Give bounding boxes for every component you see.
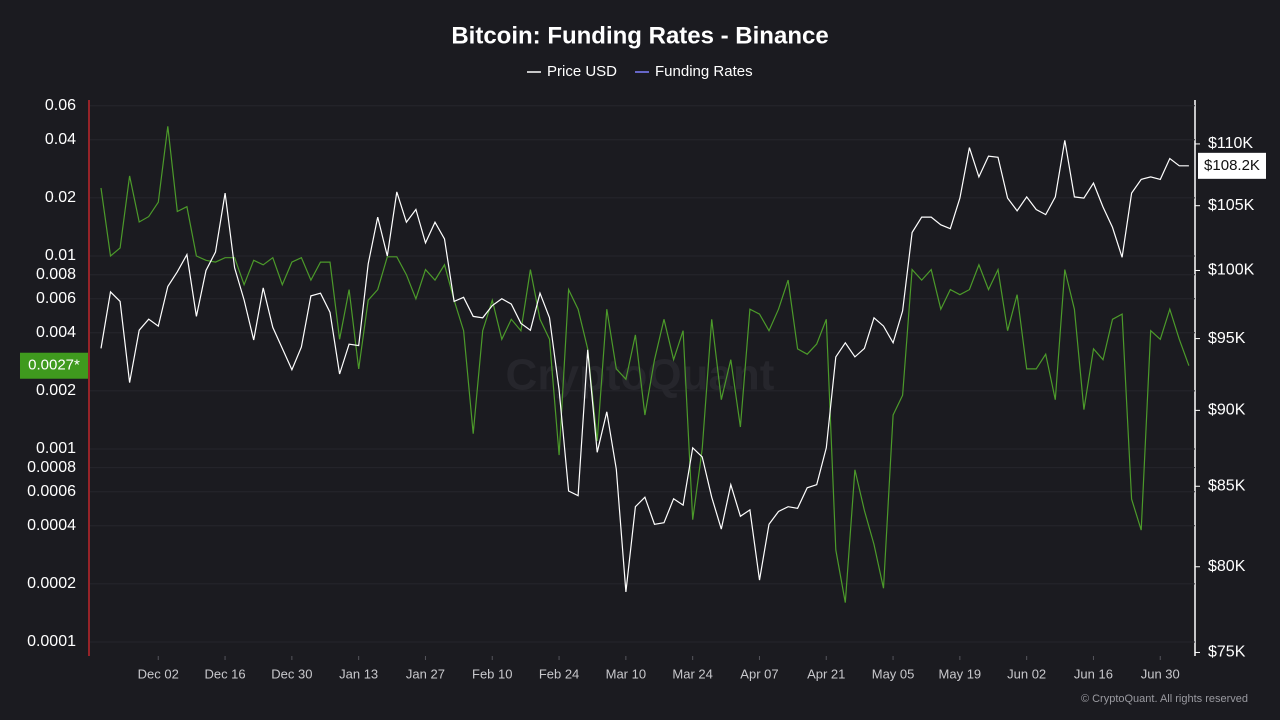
legend-label: Price USD [547,63,617,80]
x-tick-label: Apr 21 [807,666,845,681]
y2-tick-label: $100K [1208,262,1255,279]
series-line [100,126,1190,603]
y-tick-label: 0.002 [36,382,76,399]
y-tick-label: 0.0006 [27,483,76,500]
x-tick-label: Feb 10 [472,666,512,681]
y-tick-label: 0.004 [36,324,76,341]
x-tick-label: Mar 10 [606,666,646,681]
value-badge-label: 0.0027* [28,357,80,374]
y-tick-label: 0.0002 [27,575,76,592]
value-badge-label: $108.2K [1204,157,1260,174]
y-tick-label: 0.0001 [27,633,76,650]
legend-label: Funding Rates [655,63,753,80]
y-tick-label: 0.008 [36,266,76,283]
y-tick-label: 0.01 [45,247,76,264]
value-badge [1198,152,1266,179]
y2-tick-label: $110K [1208,135,1253,152]
x-tick-label: Dec 30 [271,666,312,681]
x-tick-label: Dec 16 [204,666,245,681]
x-tick-label: Jun 30 [1141,666,1180,681]
y-tick-label: 0.02 [45,189,76,206]
x-tick-label: Mar 24 [672,666,712,681]
y2-tick-label: $95K [1208,330,1246,347]
y-tick-label: 0.006 [36,290,76,307]
y2-tick-label: $85K [1208,477,1246,494]
y2-tick-label: $90K [1208,402,1246,419]
chart-title: Bitcoin: Funding Rates - Binance [451,22,828,49]
y2-tick-label: $75K [1208,644,1246,661]
value-badge [20,352,88,379]
legend: Price USD Funding Rates [527,63,753,80]
x-tick-label: Dec 02 [138,666,179,681]
y-tick-label: 0.06 [45,97,76,114]
y-tick-label: 0.04 [45,131,76,148]
x-tick-label: Apr 07 [740,666,778,681]
y-tick-label: 0.001 [36,440,76,457]
x-tick-label: Jan 27 [406,666,445,681]
x-tick-label: May 19 [939,666,982,681]
series-line [100,140,1189,592]
y-tick-label: 0.0008 [27,459,76,476]
x-tick-label: Feb 24 [539,666,579,681]
x-tick-label: Jan 13 [339,666,378,681]
x-tick-label: Jun 16 [1074,666,1113,681]
x-tick-label: Jun 02 [1007,666,1046,681]
footer: © CryptoQuant. All rights reserved [1081,693,1248,705]
y-tick-label: 0.0004 [27,517,76,534]
y2-tick-label: $105K [1208,197,1255,214]
x-tick-label: May 05 [872,666,915,681]
y2-tick-label: $80K [1208,558,1246,575]
